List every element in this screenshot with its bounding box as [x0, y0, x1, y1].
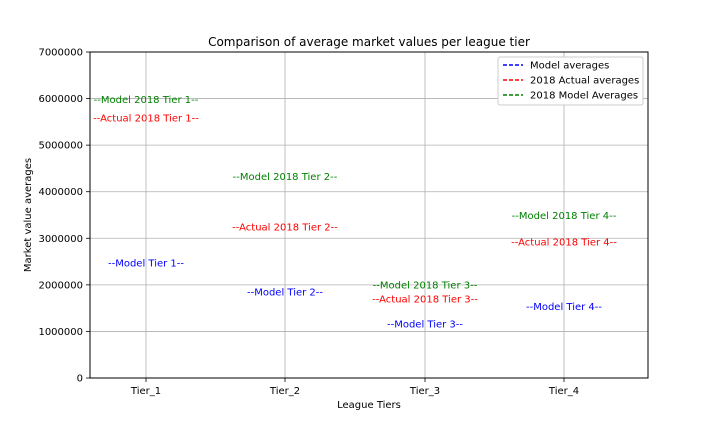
y-tick-label: 0: [77, 374, 83, 385]
x-tick-label: Tier_2: [269, 386, 300, 397]
x-axis-label: League Tiers: [337, 400, 401, 411]
data-label: --Model 2018 Tier 2--: [233, 172, 338, 183]
legend-box: [497, 56, 644, 106]
y-axis-label: Market value averages: [23, 158, 34, 272]
x-axis-ticks: Tier_1 Tier_2 Tier_3 Tier_4: [130, 378, 579, 397]
plot-frame: [89, 51, 649, 379]
y-tick-label: 6000000: [38, 94, 83, 105]
x-tick-label: Tier_1: [130, 386, 161, 397]
data-label: --Model 2018 Tier 1--: [94, 95, 199, 106]
y-tick-label: 7000000: [38, 48, 83, 59]
legend: Model averages 2018 Actual averages 2018 M…: [497, 56, 644, 106]
data-label: --Actual 2018 Tier 2--: [232, 223, 338, 234]
y-tick-label: 4000000: [38, 187, 83, 198]
data-label: --Model 2018 Tier 3--: [373, 280, 478, 291]
data-label: --Model 2018 Tier 4--: [512, 211, 617, 222]
data-label: --Model Tier 3--: [387, 319, 463, 330]
chart-title: Comparison of average market values per …: [208, 35, 530, 49]
data-label: --Actual 2018 Tier 3--: [372, 294, 478, 305]
data-label: --Actual 2018 Tier 1--: [93, 114, 199, 125]
legend-label: 2018 Actual averages: [530, 76, 639, 87]
legend-label: Model averages: [530, 61, 609, 72]
data-label: --Actual 2018 Tier 4--: [511, 238, 617, 249]
y-tick-label: 3000000: [38, 234, 83, 245]
data-label: --Model Tier 1--: [108, 258, 184, 269]
data-label: --Model Tier 2--: [247, 287, 323, 298]
y-tick-label: 2000000: [38, 280, 83, 291]
x-tick-label: Tier_4: [548, 386, 579, 397]
y-tick-label: 1000000: [38, 327, 83, 338]
data-label: --Model Tier 4--: [526, 302, 602, 313]
y-axis-ticks: 0 1000000 2000000 3000000 4000000 5000000 6000…: [38, 48, 90, 385]
x-tick-label: Tier_3: [409, 386, 440, 397]
grid: [90, 51, 648, 379]
data-labels: --Model Tier 1-- --Model Tier 2-- --Model …: [93, 95, 617, 330]
legend-label: 2018 Model Averages: [530, 91, 638, 102]
y-tick-label: 5000000: [38, 141, 83, 152]
